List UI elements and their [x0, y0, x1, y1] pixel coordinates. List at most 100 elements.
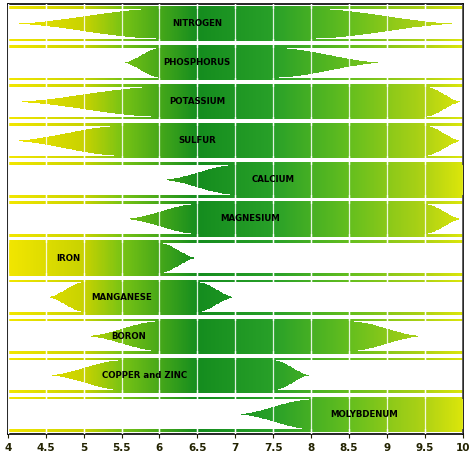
Bar	[260, 361, 261, 390]
Bar	[452, 216, 454, 222]
Bar	[307, 321, 308, 351]
Bar	[283, 363, 285, 387]
Bar	[235, 126, 236, 156]
Bar	[188, 256, 189, 260]
Bar	[381, 4, 382, 434]
Bar	[140, 324, 141, 349]
Bar	[361, 4, 362, 434]
Bar	[394, 204, 395, 234]
Bar	[156, 321, 157, 351]
Bar	[257, 361, 259, 390]
Bar	[366, 323, 367, 349]
Bar	[443, 165, 444, 195]
Bar	[42, 243, 43, 273]
Bar	[200, 126, 201, 156]
Bar	[200, 282, 201, 312]
Bar	[393, 165, 394, 195]
Bar	[119, 4, 121, 434]
Bar	[321, 204, 322, 234]
Bar	[146, 9, 147, 38]
Bar	[374, 399, 375, 429]
Bar	[221, 87, 222, 117]
Bar	[170, 9, 171, 38]
Bar	[372, 62, 373, 64]
Bar	[447, 4, 448, 434]
Bar	[402, 18, 403, 29]
Bar	[313, 87, 314, 117]
Bar	[286, 87, 287, 117]
Bar	[385, 126, 386, 156]
Bar	[178, 282, 179, 312]
Bar	[90, 129, 91, 153]
Bar	[329, 55, 330, 70]
Bar	[400, 18, 401, 29]
Bar	[146, 87, 147, 117]
Bar	[274, 361, 276, 390]
Bar	[395, 4, 396, 434]
Bar	[383, 204, 384, 234]
Bar	[197, 173, 198, 187]
Bar	[209, 204, 210, 234]
Bar	[331, 399, 333, 429]
Bar	[427, 126, 428, 155]
Bar	[406, 4, 407, 434]
Bar	[27, 23, 28, 24]
Bar	[331, 165, 333, 195]
Bar	[444, 165, 446, 195]
Bar	[209, 4, 210, 434]
Bar	[328, 4, 329, 434]
Bar	[138, 88, 139, 116]
Bar	[163, 321, 164, 351]
Bar	[304, 4, 305, 434]
Bar	[133, 218, 135, 220]
Bar	[263, 165, 264, 195]
Bar	[238, 165, 239, 195]
Bar	[66, 97, 67, 106]
Bar	[354, 322, 356, 351]
Bar	[83, 243, 84, 273]
Bar	[387, 165, 389, 195]
Bar	[369, 87, 370, 117]
Bar	[265, 165, 266, 195]
Bar	[43, 138, 45, 144]
Bar	[421, 165, 423, 195]
Bar	[203, 283, 204, 311]
Bar	[128, 89, 130, 115]
Bar	[261, 410, 262, 418]
Bar	[269, 408, 270, 420]
Bar	[373, 399, 374, 429]
Bar	[52, 243, 54, 273]
Bar	[226, 87, 227, 117]
Bar	[55, 4, 56, 434]
Bar	[158, 321, 159, 351]
Bar	[20, 23, 21, 24]
Bar	[262, 4, 263, 434]
Bar	[41, 243, 42, 273]
Bar	[181, 177, 182, 183]
Bar	[444, 212, 446, 226]
Bar	[394, 399, 395, 429]
Bar	[212, 126, 213, 156]
Bar	[245, 361, 246, 390]
Bar	[73, 132, 74, 150]
Bar	[179, 282, 180, 312]
Bar	[183, 87, 184, 117]
Bar	[170, 361, 171, 390]
Bar	[301, 321, 302, 351]
Bar	[188, 9, 189, 38]
Bar	[378, 87, 379, 117]
Bar	[181, 9, 182, 38]
Bar	[204, 283, 205, 311]
Bar	[314, 321, 316, 351]
Bar	[421, 21, 423, 27]
Bar	[366, 87, 367, 117]
Bar	[169, 87, 170, 117]
Bar	[222, 204, 223, 234]
Bar	[140, 243, 141, 273]
Bar	[164, 282, 165, 312]
Bar	[360, 61, 361, 65]
Bar	[274, 126, 276, 156]
Bar	[171, 208, 172, 230]
Bar	[331, 204, 333, 234]
Bar	[219, 4, 220, 434]
